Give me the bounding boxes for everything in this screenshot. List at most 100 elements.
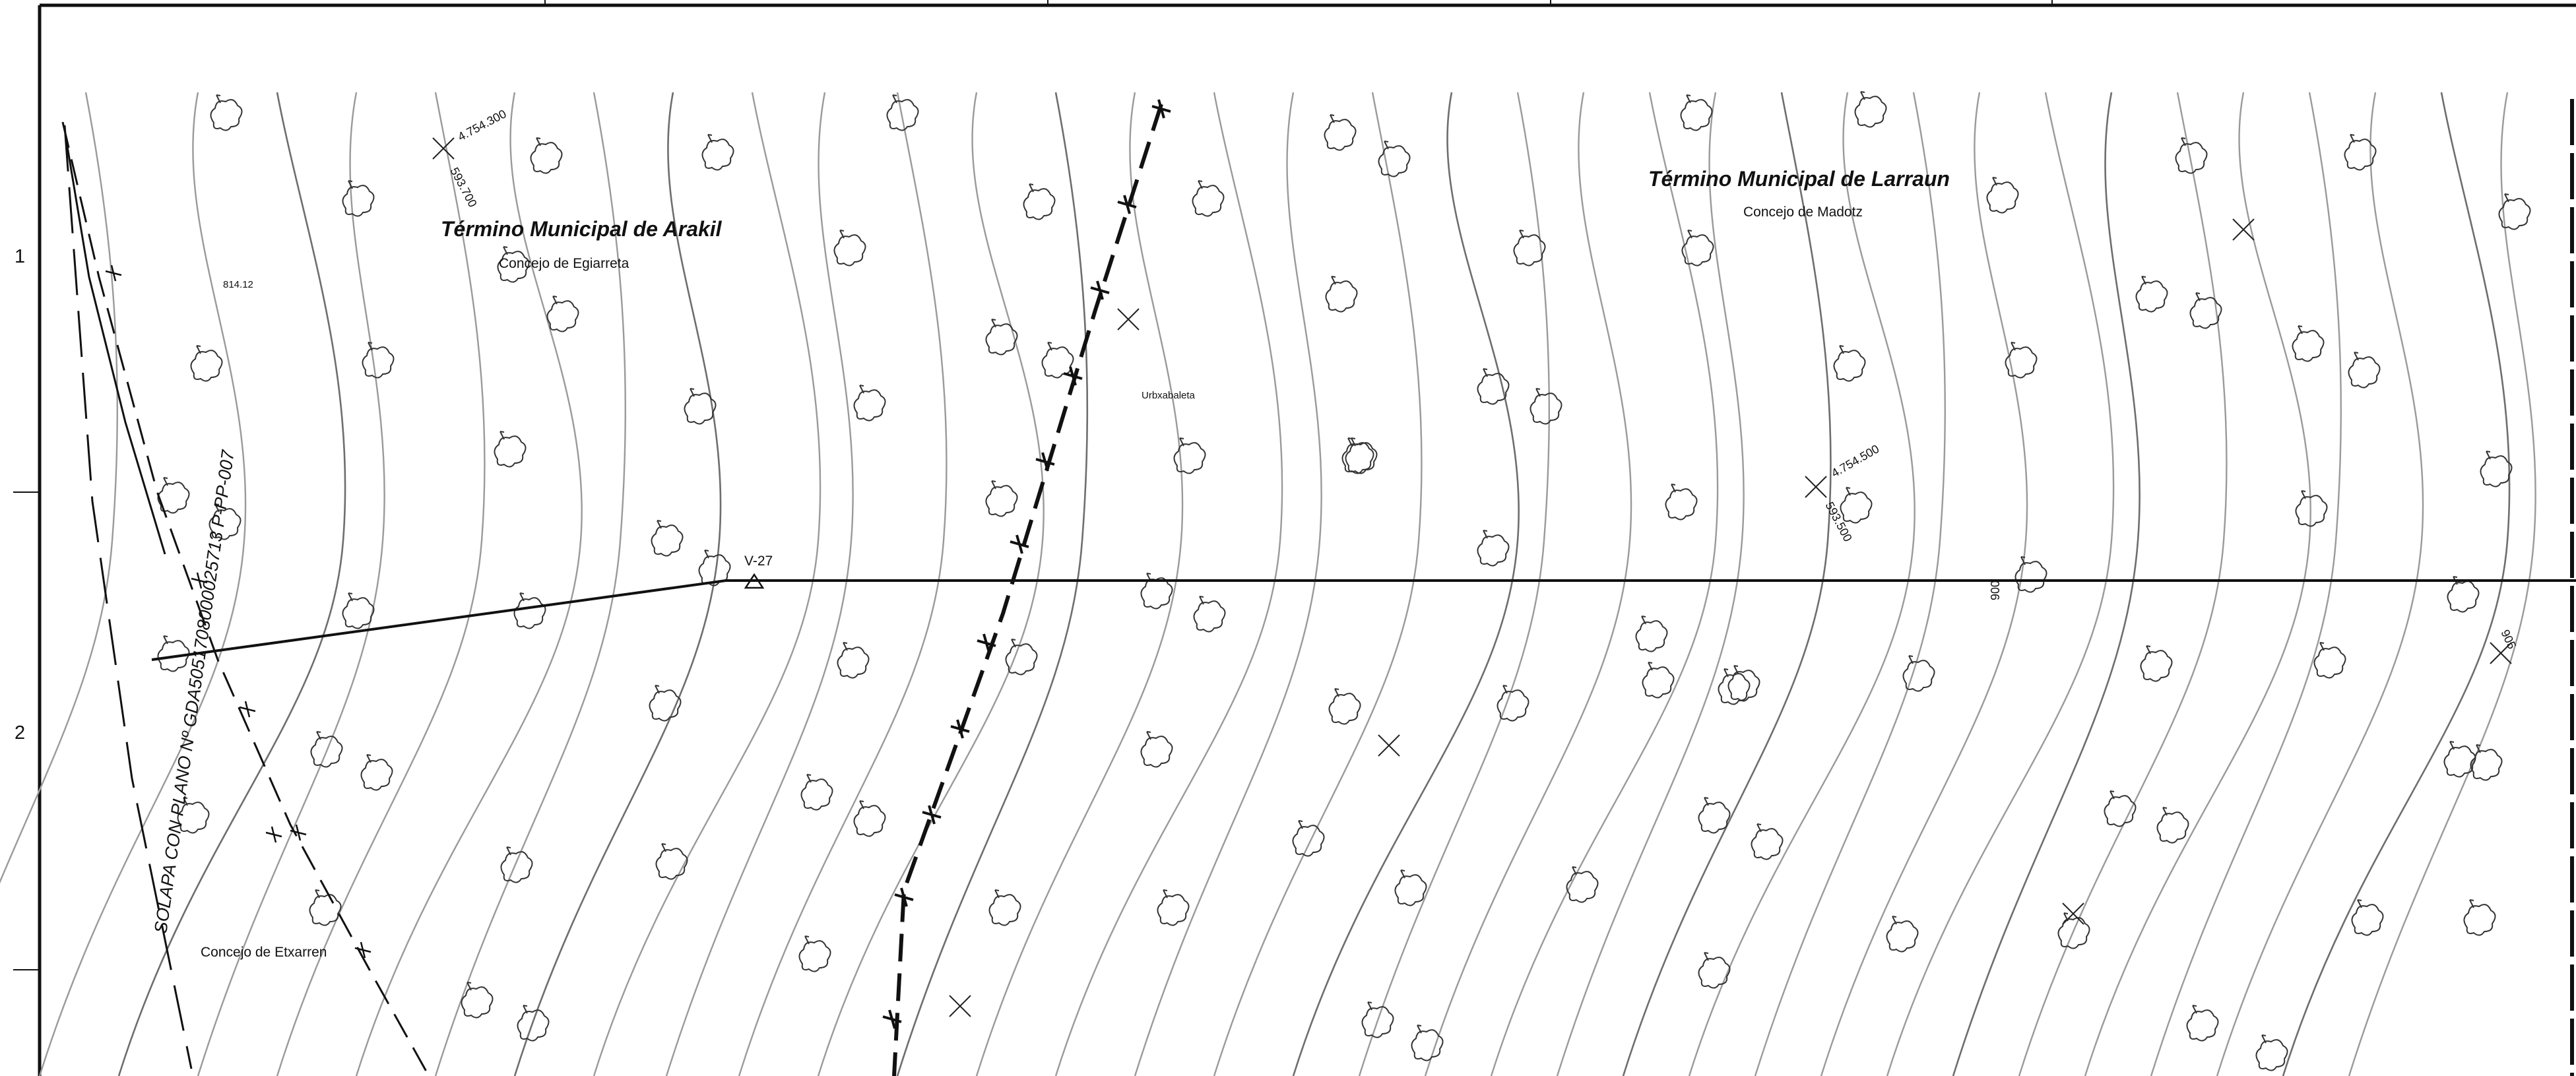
contour-line: [434, 92, 627, 1076]
tree-icon: [1361, 1001, 1394, 1038]
contour-line: [896, 92, 1089, 1076]
tree-icon: [1193, 596, 1226, 633]
boundary-cross-tick: [105, 265, 122, 282]
tree-icon: [1727, 665, 1760, 702]
tree-icon: [655, 843, 688, 880]
tree-icon: [837, 642, 870, 679]
tree-icon: [1665, 484, 1698, 521]
contour-label-900: 900: [1989, 581, 2002, 600]
tree-icon: [1325, 276, 1358, 313]
contour-line: [2018, 92, 2228, 1076]
grid-cross-icon: [1117, 308, 1140, 331]
tree-icon: [2348, 352, 2381, 389]
tree-icon: [1341, 437, 1374, 474]
contour-line: [817, 92, 1045, 1076]
solid-line-west: [65, 138, 166, 555]
tree-icon: [1192, 180, 1225, 217]
tree-icon: [177, 797, 210, 834]
boundary-cross-tick: [950, 719, 970, 739]
tree-icon: [2104, 790, 2137, 827]
contour-line: [1886, 92, 2115, 1076]
vertex-label: V-27: [744, 554, 773, 569]
contour-line: [1213, 92, 1423, 1076]
tree-icon: [190, 345, 223, 382]
tree-icon: [157, 477, 190, 514]
grid-cross-icon: [1805, 476, 1827, 498]
tree-icon: [2295, 490, 2328, 527]
council-label-madotz: Concejo de Madotz: [1743, 205, 1863, 220]
tree-icon: [310, 731, 343, 768]
tree-icon: [1642, 662, 1675, 699]
tree-icon: [2156, 807, 2189, 844]
boundary-line-left: [63, 125, 193, 1069]
coord-easting-1: 593.700: [447, 165, 479, 209]
tree-icon: [1635, 616, 1668, 652]
contour-label-905: 905: [2498, 627, 2519, 651]
grid-crosses: [432, 137, 2512, 1017]
contour-line: [276, 92, 486, 1076]
boundary-cross-ticks: [105, 99, 1171, 1029]
contour-line: [1688, 92, 1916, 1076]
tree-icon: [2005, 342, 2038, 379]
boundary-cross-tick: [882, 1009, 902, 1029]
tree-icon: [2470, 744, 2503, 781]
contour-line: [738, 92, 948, 1076]
section-line: [151, 579, 2576, 661]
contour-line: [593, 92, 821, 1076]
tree-icon: [2351, 899, 2384, 936]
contour-line: [2348, 92, 2536, 1076]
tree-icon: [1005, 639, 1038, 676]
tree-icon: [853, 800, 886, 837]
boundary-cross-tick: [239, 701, 256, 718]
tree-icon: [1157, 889, 1190, 926]
spot-height-label: 814.12: [223, 279, 253, 290]
contour-line: [975, 92, 1184, 1076]
contour-line: [1556, 92, 1745, 1076]
tree-icon: [1854, 91, 1887, 128]
boundary-line-arakil: [61, 121, 430, 1076]
contour-line: [1054, 92, 1283, 1076]
tree-icon: [1566, 866, 1599, 903]
tree-icon: [2498, 193, 2531, 230]
tree-icon: [2463, 899, 2496, 936]
overlap-note: SOLAPA CON PLANO Nº GDA5051708000025713 …: [150, 449, 238, 935]
tree-icon: [2480, 451, 2513, 488]
tree-icon: [2313, 642, 2346, 679]
tree-icon: [2292, 325, 2325, 362]
tree-icon: [1833, 345, 1866, 382]
grid-cross-icon: [2062, 902, 2084, 925]
contour-lines: [0, 92, 2536, 1076]
tree-icon: [497, 246, 530, 283]
grid-cross-icon: [2232, 218, 2255, 241]
triangulation-vertex-icon: [744, 573, 765, 589]
contour-line: [1952, 92, 2141, 1076]
contour-line: [1424, 92, 1632, 1076]
tree-icon: [1986, 177, 2019, 214]
boundary-cross-tick: [290, 824, 307, 841]
boundary-cross-tick: [922, 805, 942, 825]
boundary-cross-tick: [1035, 452, 1055, 472]
council-label-egiarreta: Concejo de Egiarreta: [499, 256, 629, 271]
tree-icon: [2447, 576, 2480, 613]
tree-icon: [1681, 230, 1714, 267]
tree-icon: [2135, 276, 2168, 313]
tree-icon: [1140, 573, 1173, 610]
tree-icon: [1513, 230, 1546, 267]
tree-icon: [2189, 292, 2222, 329]
contour-line: [665, 92, 854, 1076]
tree-icon: [513, 592, 546, 629]
coord-northing-2: 4.754.500: [1829, 442, 1881, 480]
tree-icon: [309, 889, 342, 926]
tree-icon: [342, 180, 375, 217]
contour-line: [355, 92, 583, 1076]
tree-icon: [1292, 820, 1325, 857]
tree-icon: [886, 94, 919, 131]
tree-icon: [1324, 114, 1357, 151]
tree-icon: [1477, 530, 1510, 567]
tree-icon: [853, 385, 886, 422]
contour-line: [1754, 92, 1947, 1076]
boundary-cross-tick: [1010, 534, 1029, 554]
tree-icon: [701, 134, 734, 171]
contour-line: [2216, 92, 2424, 1076]
